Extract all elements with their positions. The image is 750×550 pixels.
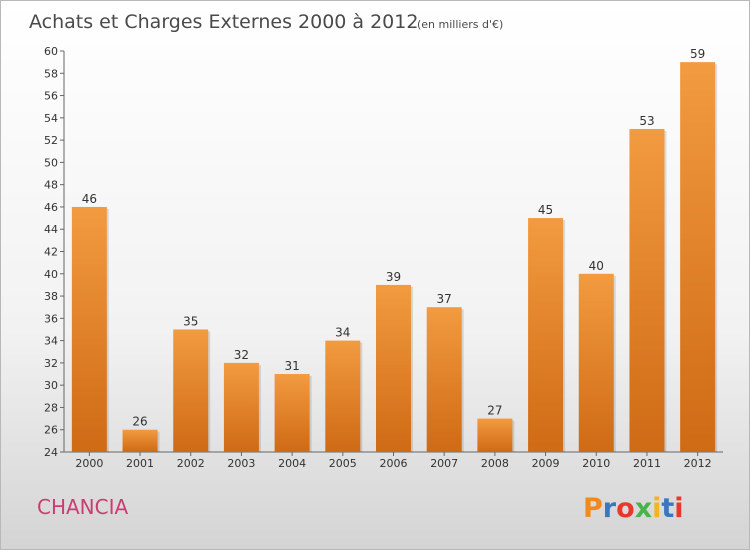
x-tick-label: 2011 [633, 457, 661, 470]
data-label: 53 [639, 114, 654, 128]
x-tick-label: 2000 [75, 457, 103, 470]
data-label: 31 [284, 359, 299, 373]
x-tick-label: 2005 [329, 457, 357, 470]
y-tick-label: 32 [44, 357, 58, 370]
x-tick-label: 2001 [126, 457, 154, 470]
y-tick-label: 50 [44, 156, 58, 169]
y-tick-label: 60 [44, 45, 58, 58]
y-tick-label: 24 [44, 446, 58, 459]
bar [376, 284, 411, 452]
logo-letter: o [616, 493, 635, 524]
y-tick-label: 56 [44, 90, 58, 103]
bar [223, 362, 259, 452]
data-label: 46 [82, 192, 97, 206]
bar [578, 273, 614, 452]
data-label: 32 [234, 348, 249, 362]
x-tick-label: 2009 [532, 457, 560, 470]
data-label: 59 [690, 47, 705, 61]
x-tick-label: 2007 [430, 457, 458, 470]
data-label: 26 [132, 415, 147, 429]
y-tick-label: 42 [44, 246, 58, 259]
bar [528, 218, 564, 452]
x-tick-label: 2002 [177, 457, 205, 470]
y-tick-label: 58 [44, 67, 58, 80]
axes: 24 26 28 30 32 34 36 38 40 42 44 46 48 50 52 54 56 58 60 20… [44, 45, 723, 470]
y-tick-label: 52 [44, 134, 58, 147]
data-label: 27 [487, 404, 502, 418]
y-tick-label: 26 [44, 424, 58, 437]
y-tick-label: 28 [44, 401, 58, 414]
x-tick-label: 2003 [227, 457, 255, 470]
x-tick-label: 2008 [481, 457, 509, 470]
logo-letter: P [583, 493, 603, 524]
bar [426, 307, 462, 452]
y-tick-label: 36 [44, 312, 58, 325]
data-label: 39 [386, 270, 401, 284]
logo-letter: x [635, 493, 652, 524]
bar [477, 418, 513, 452]
chart-title: Achats et Charges Externes 2000 à 2012 [29, 11, 418, 33]
bar [629, 128, 665, 452]
y-tick-label: 34 [44, 335, 58, 348]
bars: 46 26 35 32 31 34 39 37 27 45 40 53 59 [71, 47, 718, 453]
bar [173, 329, 209, 452]
y-tick-label: 30 [44, 379, 58, 392]
bar [680, 62, 716, 453]
y-tick-label: 46 [44, 201, 58, 214]
y-tick-label: 38 [44, 290, 58, 303]
y-tick-label: 48 [44, 179, 58, 192]
x-tick-label: 2004 [278, 457, 306, 470]
logo-letter: i [674, 493, 683, 524]
bar [122, 429, 158, 452]
x-tick-label: 2010 [582, 457, 610, 470]
x-tick-label: 2012 [684, 457, 712, 470]
proxiti-logo: Proxiti [583, 493, 684, 524]
y-tick-label: 44 [44, 223, 58, 236]
commune-name: CHANCIA [37, 495, 129, 519]
bar [71, 206, 107, 452]
data-label: 35 [183, 314, 198, 328]
logo-letter: t [661, 493, 674, 524]
chart-subtitle: (en milliers d'€) [417, 18, 503, 31]
x-tick-label: 2006 [380, 457, 408, 470]
data-label: 34 [335, 326, 350, 340]
data-label: 37 [437, 292, 452, 306]
data-label: 40 [589, 259, 604, 273]
data-label: 45 [538, 203, 553, 217]
logo-letter: i [652, 493, 661, 524]
bar [325, 340, 361, 452]
y-tick-label: 54 [44, 112, 58, 125]
y-tick-label: 40 [44, 268, 58, 281]
bar [274, 374, 310, 452]
logo-letter: r [603, 493, 617, 524]
